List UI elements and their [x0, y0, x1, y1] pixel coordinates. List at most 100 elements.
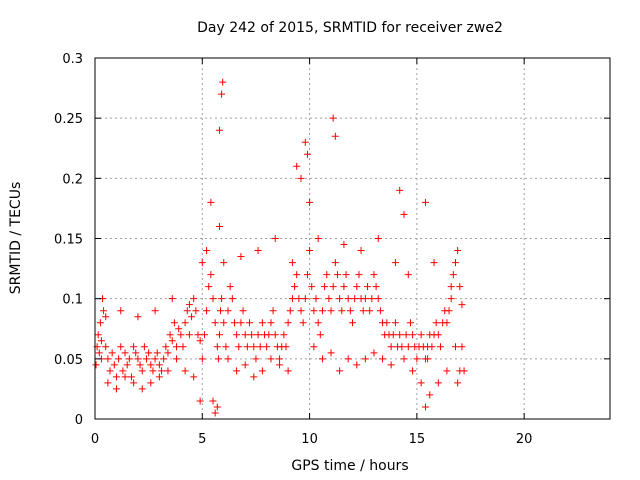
data-point [389, 331, 397, 339]
data-point [379, 355, 387, 363]
data-point [125, 355, 133, 363]
data-point [233, 367, 241, 375]
data-point [115, 355, 123, 363]
data-point [243, 343, 251, 351]
y-tick-label: 0.2 [62, 172, 83, 187]
data-point [366, 307, 374, 315]
data-point [117, 343, 125, 351]
data-point [265, 331, 273, 339]
data-point [359, 307, 367, 315]
data-point [421, 198, 429, 206]
x-tick-labels: 0 5 10 15 20 [91, 432, 533, 447]
data-point [138, 367, 146, 375]
data-point [301, 295, 309, 303]
data-point [344, 295, 352, 303]
data-point [271, 331, 279, 339]
data-point [308, 283, 316, 291]
data-point [198, 355, 206, 363]
data-point [196, 337, 204, 345]
data-point [179, 343, 187, 351]
data-point [121, 373, 129, 381]
data-point [215, 331, 223, 339]
data-point [203, 247, 211, 255]
data-point [417, 379, 425, 387]
data-point [310, 343, 318, 351]
data-point [370, 271, 378, 279]
data-point [426, 391, 434, 399]
data-point [162, 343, 170, 351]
data-point [355, 271, 363, 279]
data-point [112, 385, 120, 393]
data-point [409, 367, 417, 375]
data-point [338, 307, 346, 315]
data-point [143, 355, 150, 363]
data-point [374, 235, 382, 242]
data-point [155, 361, 163, 369]
data-point [318, 355, 326, 363]
data-point [327, 349, 335, 357]
data-point [321, 283, 329, 291]
data-point [301, 138, 309, 146]
data-point [449, 271, 457, 279]
data-point [237, 253, 245, 261]
chart-title: Day 242 of 2015, SRMTID for receiver zwe… [197, 20, 503, 36]
data-point [417, 331, 425, 339]
x-tick-label: 0 [91, 432, 99, 447]
data-point [123, 361, 131, 369]
data-point [160, 355, 168, 363]
data-point [207, 271, 215, 279]
axis-ticks [94, 57, 610, 420]
data-point [258, 319, 266, 327]
data-point [100, 307, 108, 315]
data-point [246, 319, 253, 327]
data-point [219, 78, 227, 86]
data-point [396, 186, 404, 194]
data-point [185, 301, 193, 309]
y-tick-labels: 0 0.05 0.1 0.15 0.2 0.25 0.3 [54, 52, 83, 428]
data-point [286, 307, 294, 315]
data-point [170, 319, 178, 327]
data-point [127, 373, 135, 381]
data-point [329, 114, 337, 122]
data-point [164, 367, 172, 375]
data-point [342, 271, 350, 279]
data-point [456, 367, 464, 375]
data-point [177, 331, 185, 339]
data-point [314, 319, 322, 327]
data-point [269, 307, 277, 315]
data-point [213, 403, 221, 411]
data-point [297, 174, 305, 182]
data-point [173, 343, 181, 351]
y-tick-label: 0.1 [62, 293, 83, 308]
data-point [340, 241, 348, 249]
data-point [327, 307, 335, 315]
data-point [252, 355, 260, 363]
data-point [250, 343, 258, 351]
data-point [140, 343, 148, 351]
data-point [361, 295, 369, 303]
x-tick-label: 5 [198, 432, 206, 447]
data-point [349, 319, 356, 327]
data-point [132, 349, 140, 357]
data-point [106, 367, 114, 375]
data-point [421, 403, 429, 411]
data-point [336, 295, 344, 303]
data-point [239, 307, 247, 315]
data-point [254, 247, 262, 255]
data-point [173, 355, 181, 363]
data-point [406, 319, 414, 327]
data-point [188, 313, 196, 321]
data-point [149, 367, 157, 375]
data-point [428, 343, 436, 351]
data-point [211, 409, 219, 417]
data-point [331, 132, 339, 140]
data-point [205, 283, 213, 291]
data-point [196, 397, 204, 405]
data-point [224, 355, 232, 363]
x-axis-title: GPS time / hours [291, 458, 408, 474]
y-tick-label: 0.15 [54, 233, 83, 248]
data-point [183, 307, 191, 315]
data-point [164, 349, 172, 357]
data-point [158, 367, 166, 375]
